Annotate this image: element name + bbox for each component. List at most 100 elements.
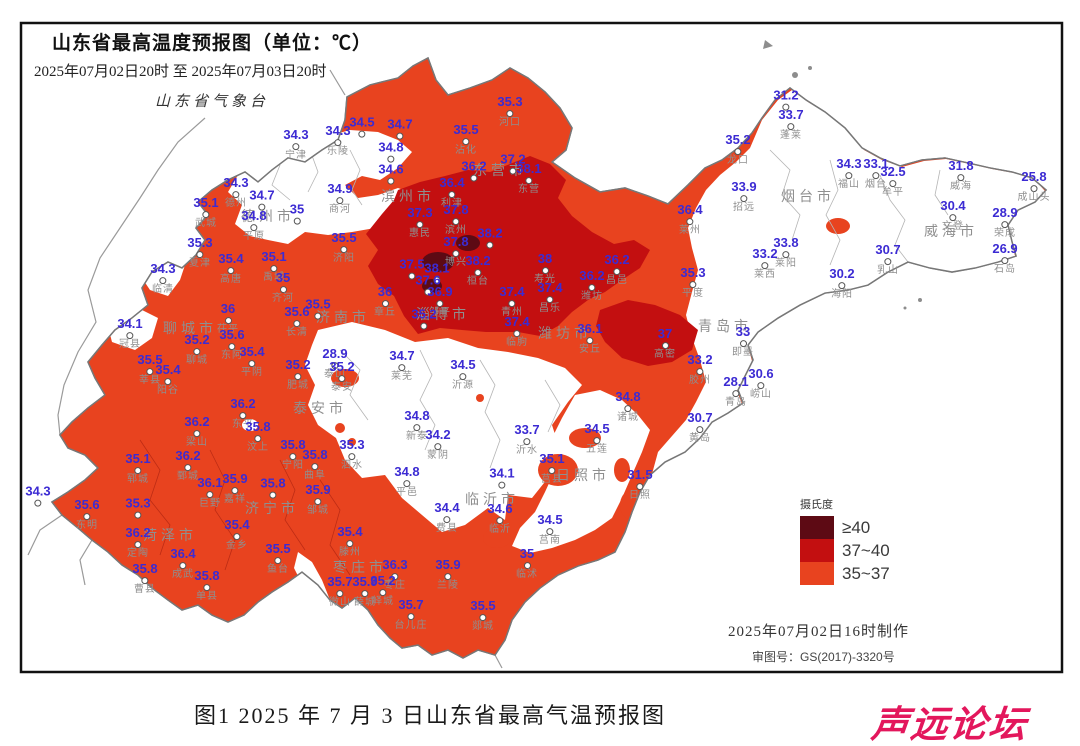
weather-station: 34.5 沂源: [450, 358, 475, 391]
station-temperature: 33.2: [752, 246, 778, 262]
weather-station: 37.4 临朐: [504, 315, 529, 348]
station-name: 平阴: [241, 367, 263, 379]
station-name: 牟平: [882, 187, 904, 199]
station-name: 龙口: [727, 155, 749, 167]
station-marker: [387, 177, 395, 185]
station-marker: [408, 272, 416, 280]
city-label: 济宁市: [245, 500, 299, 516]
station-name: 金乡: [226, 540, 248, 552]
station-marker: [787, 123, 795, 131]
station-marker: [872, 172, 880, 180]
station-name: 禹城: [263, 272, 285, 284]
legend-title: 摄氏度: [800, 499, 833, 511]
station-marker: [314, 312, 322, 320]
weather-station: 36.1 安丘: [577, 322, 602, 355]
station-marker: [462, 138, 470, 146]
station-marker: [164, 378, 172, 386]
station-temperature: 35.7: [327, 574, 353, 590]
station-marker: [407, 613, 415, 621]
station-name: 鄄城: [177, 471, 199, 483]
station-marker: [1001, 257, 1009, 265]
weather-station: 35.6 东明: [74, 498, 99, 531]
station-name: 齐河: [272, 293, 294, 305]
station-marker: [141, 577, 149, 585]
weather-station: 35.6 东阿: [219, 328, 244, 361]
station-marker: [506, 110, 514, 118]
city-label: 日照市: [556, 467, 610, 483]
station-temperature: 35.8: [132, 561, 158, 577]
station-temperature: 36.4: [170, 546, 196, 562]
station-temperature: 36: [377, 284, 393, 300]
station-marker: [134, 541, 142, 549]
station-temperature: 35.1: [193, 195, 219, 211]
station-temperature: 30.2: [829, 266, 855, 282]
station-temperature: 34.3: [283, 127, 309, 143]
station-temperature: 35.2: [329, 359, 355, 375]
station-temperature: 35.7: [398, 597, 424, 613]
weather-station: 34.3 临清: [150, 262, 175, 295]
station-marker: [179, 562, 187, 570]
weather-station: 31.5 日照: [627, 468, 652, 501]
islands: [763, 40, 922, 310]
station-temperature: 25.8: [1021, 169, 1047, 185]
station-name: 东明: [76, 520, 98, 532]
station-marker: [443, 516, 451, 524]
station-marker: [508, 300, 516, 308]
station-temperature: 33.7: [778, 107, 804, 123]
weather-station: 33.7 沂水: [514, 423, 539, 456]
weather-station: 35.5 鱼台: [265, 542, 290, 575]
station-name: 武城: [195, 218, 217, 230]
weather-station: 35.4 平阴: [239, 345, 264, 378]
station-temperature: 38.1: [424, 260, 450, 276]
station-temperature: 35.6: [219, 327, 245, 343]
city-label: 淄博市: [416, 306, 470, 322]
station-temperature: 34.1: [117, 316, 143, 332]
station-marker: [586, 337, 594, 345]
station-temperature: 37.5: [399, 256, 425, 272]
station-temperature: 35.6: [284, 304, 310, 320]
station-name: 黄岛: [689, 433, 711, 445]
weather-station: 36.2 东平: [230, 397, 255, 430]
weather-station: 25.8 成山头: [1018, 170, 1051, 203]
station-name: 茌平: [217, 324, 239, 336]
station-name: 单县: [196, 591, 218, 603]
station-temperature: 34.6: [378, 161, 404, 177]
weather-station: 35.7 台儿庄: [395, 598, 428, 631]
station-temperature: 35.2: [411, 306, 437, 322]
station-marker: [248, 360, 256, 368]
weather-station: 34.2 蒙阴: [425, 428, 450, 461]
station-marker: [203, 584, 211, 592]
station-name: 海阳: [831, 289, 853, 301]
station-temperature: 31.8: [948, 158, 974, 174]
station-temperature: 36.9: [427, 284, 453, 300]
station-temperature: 36.3: [382, 557, 408, 573]
station-name: 长清: [286, 327, 308, 339]
station-temperature: 34.6: [487, 501, 513, 517]
station-marker: [949, 214, 957, 222]
station-marker: [845, 172, 853, 180]
station-temperature: 35.9: [352, 574, 378, 590]
station-marker: [1030, 185, 1038, 193]
station-marker: [398, 364, 406, 372]
station-name: 桓台: [467, 276, 489, 288]
station-name: 日照: [629, 490, 651, 502]
weather-station: 30.6 崂山: [748, 367, 773, 400]
station-temperature: 35.4: [224, 517, 250, 533]
station-name: 荣成: [994, 228, 1016, 240]
weather-station: 37.6: [415, 274, 441, 297]
weather-station: 34.3 乐陵: [325, 124, 350, 157]
weather-station: 35.2 龙口: [725, 133, 750, 166]
station-temperature: 35.9: [305, 482, 331, 498]
legend-item: 35~37: [800, 562, 890, 585]
city-label: 济南市: [316, 309, 370, 325]
station-marker: [254, 435, 262, 443]
station-temperature: 34.4: [434, 500, 460, 516]
station-marker: [233, 533, 241, 541]
weather-station: 35.1 莒县: [539, 452, 564, 485]
station-temperature: 35.6: [74, 497, 100, 513]
station-name: 泗水: [341, 460, 363, 472]
station-temperature: 37: [657, 326, 673, 342]
weather-station: 35.3 平度: [680, 266, 705, 299]
station-name: 泰安: [331, 382, 353, 394]
station-marker: [689, 281, 697, 289]
